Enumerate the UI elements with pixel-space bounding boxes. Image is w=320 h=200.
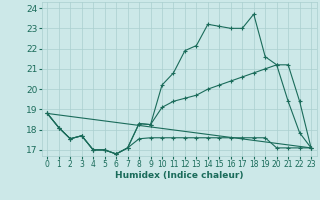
X-axis label: Humidex (Indice chaleur): Humidex (Indice chaleur) <box>115 171 244 180</box>
